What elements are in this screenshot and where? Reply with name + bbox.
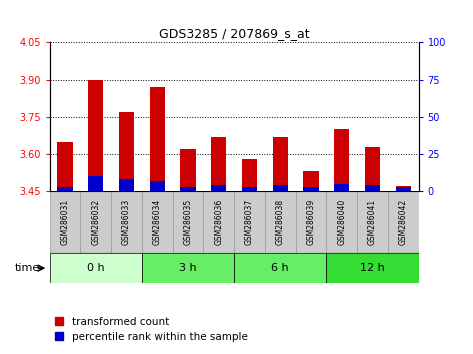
Bar (173, 191, 203, 253)
Bar (334, 184, 350, 191)
Bar (88, 176, 104, 191)
Bar (357, 191, 388, 253)
Bar (296, 191, 326, 253)
Bar (234, 191, 265, 253)
Bar (111, 191, 142, 253)
Legend: transformed count, percentile rank within the sample: transformed count, percentile rank withi… (55, 316, 247, 342)
Text: GSM286035: GSM286035 (184, 199, 193, 245)
Bar (395, 187, 411, 191)
Title: GDS3285 / 207869_s_at: GDS3285 / 207869_s_at (159, 27, 309, 40)
Bar (88, 80, 104, 191)
Bar (211, 137, 227, 191)
Bar (50, 191, 80, 253)
Text: GSM286036: GSM286036 (214, 199, 223, 245)
Text: GSM286038: GSM286038 (276, 199, 285, 245)
Bar (180, 149, 196, 191)
Bar (149, 87, 165, 191)
Bar (326, 191, 357, 253)
Bar (80, 191, 111, 253)
Text: GSM286041: GSM286041 (368, 199, 377, 245)
Text: 3 h: 3 h (179, 263, 197, 273)
Text: GSM286034: GSM286034 (153, 199, 162, 245)
Bar (242, 159, 257, 191)
Bar (303, 187, 319, 191)
Bar (142, 253, 234, 283)
Text: 0 h: 0 h (87, 263, 105, 273)
Text: GSM286032: GSM286032 (91, 199, 100, 245)
Bar (242, 187, 257, 191)
Bar (303, 171, 319, 191)
Text: GSM286040: GSM286040 (337, 199, 346, 245)
Text: 12 h: 12 h (360, 263, 385, 273)
Bar (234, 253, 326, 283)
Text: GSM286033: GSM286033 (122, 199, 131, 245)
Bar (203, 191, 234, 253)
Bar (57, 142, 73, 191)
Bar (50, 253, 142, 283)
Text: 6 h: 6 h (272, 263, 289, 273)
Text: GSM286031: GSM286031 (61, 199, 70, 245)
Bar (395, 186, 411, 191)
Text: GSM286039: GSM286039 (307, 199, 315, 245)
Bar (180, 187, 196, 191)
Bar (149, 181, 165, 191)
Text: GSM286037: GSM286037 (245, 199, 254, 245)
Bar (365, 147, 380, 191)
Bar (57, 187, 73, 191)
Bar (211, 185, 227, 191)
Bar (334, 129, 350, 191)
Bar (265, 191, 296, 253)
Bar (119, 112, 134, 191)
Bar (142, 191, 173, 253)
Bar (272, 137, 288, 191)
Bar (365, 185, 380, 191)
Bar (326, 253, 419, 283)
Bar (388, 191, 419, 253)
Bar (119, 179, 134, 191)
Text: time: time (15, 263, 40, 273)
Text: GSM286042: GSM286042 (399, 199, 408, 245)
Bar (272, 185, 288, 191)
